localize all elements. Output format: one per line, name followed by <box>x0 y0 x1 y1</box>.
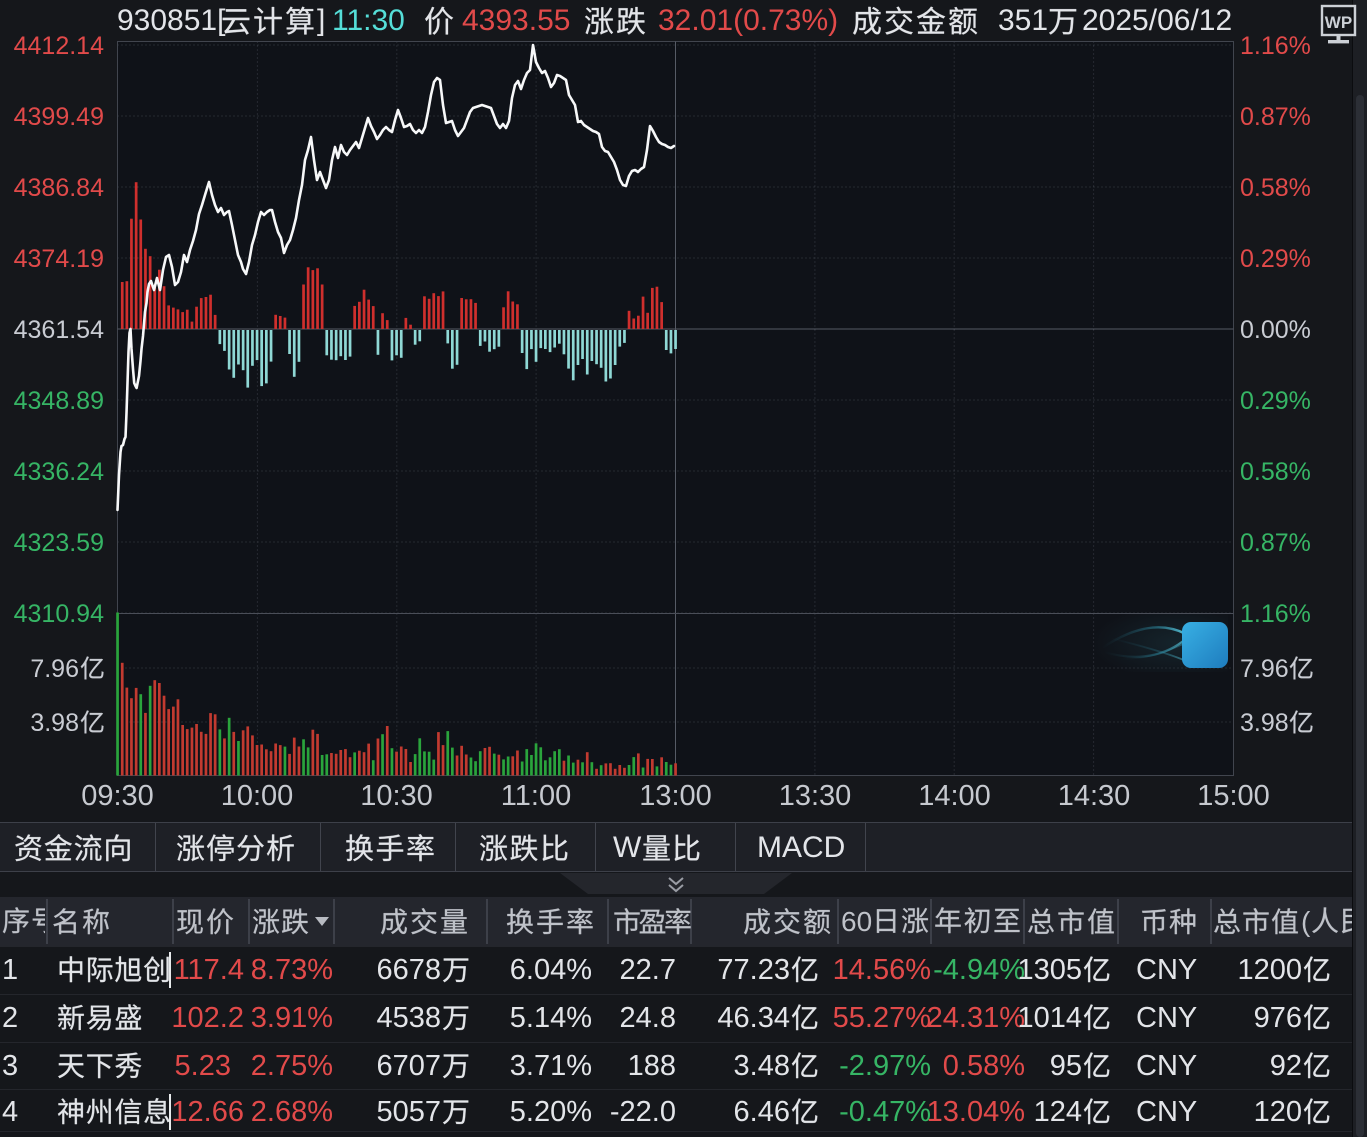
svg-text:4323.59: 4323.59 <box>14 529 104 557</box>
svg-text:4386.84: 4386.84 <box>14 174 104 202</box>
svg-text:09:30: 09:30 <box>81 780 154 812</box>
svg-text:4399.49: 4399.49 <box>14 103 104 131</box>
svg-text:0.29%: 0.29% <box>1240 387 1311 415</box>
svg-text:4310.94: 4310.94 <box>14 600 104 628</box>
svg-text:13:00: 13:00 <box>639 780 712 812</box>
svg-text:0.87%: 0.87% <box>1240 529 1311 557</box>
svg-text:4374.19: 4374.19 <box>14 245 104 273</box>
svg-text:11:00: 11:00 <box>501 780 571 812</box>
svg-text:3.98: 3.98 <box>30 709 79 737</box>
svg-text:13:30: 13:30 <box>779 780 852 812</box>
svg-text:14:00: 14:00 <box>918 780 991 812</box>
svg-text:7.96: 7.96 <box>1240 655 1289 683</box>
svg-text:0.58%: 0.58% <box>1240 458 1311 486</box>
svg-text:14:30: 14:30 <box>1058 780 1131 812</box>
svg-text:0.87%: 0.87% <box>1240 103 1311 131</box>
svg-text:1.16%: 1.16% <box>1240 600 1311 628</box>
svg-text:4361.54: 4361.54 <box>14 316 104 344</box>
svg-text:4336.24: 4336.24 <box>14 458 104 486</box>
svg-text:3.98: 3.98 <box>1240 709 1289 737</box>
svg-text:WP: WP <box>1325 13 1352 32</box>
svg-text:10:30: 10:30 <box>360 780 433 812</box>
svg-text:0.58%: 0.58% <box>1240 174 1311 202</box>
svg-text:15:00: 15:00 <box>1197 780 1270 812</box>
svg-text:4412.14: 4412.14 <box>14 32 104 60</box>
svg-text:0.00%: 0.00% <box>1240 316 1311 344</box>
svg-text:10:00: 10:00 <box>221 780 294 812</box>
svg-text:1.16%: 1.16% <box>1240 32 1311 60</box>
svg-text:0.29%: 0.29% <box>1240 245 1311 273</box>
svg-text:7.96: 7.96 <box>30 655 79 683</box>
svg-text:4348.89: 4348.89 <box>14 387 104 415</box>
